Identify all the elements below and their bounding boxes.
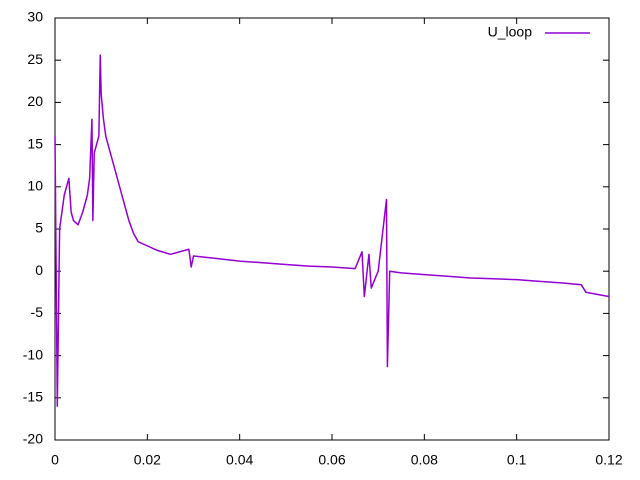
y-tick-label: -10 xyxy=(23,346,43,362)
x-tick-label: 0.04 xyxy=(226,452,253,468)
y-tick-label: -20 xyxy=(23,431,43,447)
y-tick-label: 0 xyxy=(35,262,43,278)
y-tick-label: 30 xyxy=(27,9,43,25)
y-tick-label: 5 xyxy=(35,220,43,236)
data-line xyxy=(54,54,610,407)
y-tick-label: 20 xyxy=(27,93,43,109)
x-tick-label: 0.1 xyxy=(507,452,527,468)
x-tick-label: 0.08 xyxy=(411,452,438,468)
y-tick-label: 10 xyxy=(27,178,43,194)
x-tick-label: 0.06 xyxy=(318,452,345,468)
legend-label: U_loop xyxy=(488,24,533,40)
y-tick-label: 25 xyxy=(27,51,43,67)
x-tick-label: 0.02 xyxy=(134,452,161,468)
y-tick-label: -5 xyxy=(31,304,44,320)
y-tick-label: 15 xyxy=(27,135,43,151)
plot-border xyxy=(54,17,610,441)
x-tick-label: 0 xyxy=(51,452,59,468)
y-tick-label: -15 xyxy=(23,389,43,405)
x-tick-label: 0.12 xyxy=(595,452,622,468)
